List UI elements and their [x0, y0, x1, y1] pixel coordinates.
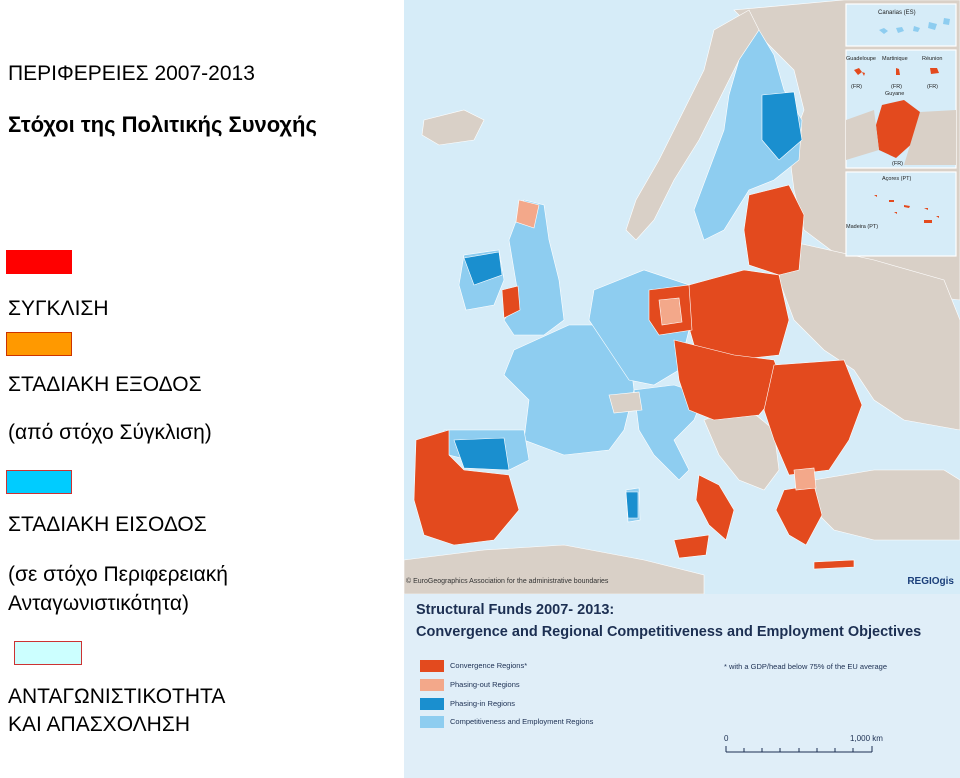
- inset-guyane-label: Guyane: [885, 91, 904, 97]
- inset-acores-box: [845, 171, 957, 257]
- legend-label-phasing-out: ΣΤΑΔΙΑΚΗ ΕΞΟΔΟΣ: [8, 373, 202, 396]
- legend-label-competitiveness-2: ΚΑΙ ΑΠΑΣΧΟΛΗΣΗ: [8, 713, 190, 736]
- region-phasing-in-ireland: [463, 251, 503, 286]
- legend-box-label-convergence: Convergence Regions*: [450, 661, 528, 670]
- legend-box-label-phasing-out: Phasing-out Regions: [450, 680, 520, 689]
- region-baltics: [743, 184, 805, 276]
- region-czech-slovakia-hungary: [673, 339, 785, 421]
- legend-box-swatch-convergence: [420, 660, 444, 672]
- inset-fr-label-3: (FR): [927, 84, 938, 90]
- region-switzerland: [608, 391, 643, 414]
- legend-label-phasing-out-note: (από στόχο Σύγκλιση): [8, 421, 212, 444]
- legend-swatch-phasing-out: [6, 332, 72, 356]
- region-phasing-out-germany: [658, 297, 683, 326]
- region-crete: [813, 559, 855, 570]
- inset-madeira-islands: [924, 216, 939, 223]
- legend-box-label-phasing-in: Phasing-in Regions: [450, 699, 516, 708]
- map-copyright: © EuroGeographics Association for the ad…: [406, 578, 609, 585]
- region-romania-bulgaria: [763, 359, 863, 476]
- legend-label-convergence: ΣΥΓΚΛΙΣΗ: [8, 297, 109, 320]
- legend-label-phasing-in: ΣΤΑΔΙΑΚΗ ΕΙΣΟΔΟΣ: [8, 513, 207, 536]
- region-portugal-spain-west: [413, 429, 520, 546]
- inset-reunion-shape: [930, 68, 939, 74]
- map-panel: Canarias (ES) Guadeloupe Martinique Réun…: [404, 0, 960, 594]
- region-phasing-in-sardinia: [625, 491, 639, 519]
- regiogis-logo: REGIOgis: [907, 576, 954, 587]
- legend-swatch-competitiveness: [14, 641, 82, 665]
- region-wales: [501, 285, 521, 319]
- legend-swatch-convergence: [6, 250, 72, 274]
- inset-guyane-neighbour: [846, 110, 956, 165]
- legend-label-phasing-in-note-2: Ανταγωνιστικότητα): [8, 592, 189, 615]
- legend-box-label-competitiveness: Competitiveness and Employment Regions: [450, 717, 594, 726]
- region-phasing-in-spain: [453, 437, 510, 471]
- legend-label-phasing-in-note-1: (σε στόχο Περιφερειακή: [8, 563, 228, 586]
- land-ukraine-belarus: [778, 239, 960, 431]
- scale-bar: [725, 746, 873, 753]
- inset-guadeloupe-shape: [854, 68, 865, 76]
- europe-map: Canarias (ES) Guadeloupe Martinique Réun…: [404, 0, 960, 594]
- legend-swatch-phasing-in: [6, 470, 72, 494]
- inset-guadeloupe-label: Guadeloupe: [846, 56, 876, 62]
- land-africa: [404, 544, 705, 594]
- region-phasing-in-finland: [761, 91, 803, 161]
- region-phasing-out-greece: [793, 467, 817, 491]
- inset-fr-label-1: (FR): [851, 84, 862, 90]
- region-greece: [775, 484, 823, 546]
- inset-canarias-label: Canarias (ES): [878, 10, 916, 16]
- page-subtitle: Στόχοι της Πολιτικής Συνοχής: [8, 112, 317, 137]
- region-sweden-finland: [693, 29, 803, 241]
- map-legend-panel: Structural Funds 2007- 2013: Convergence…: [404, 594, 960, 778]
- region-sicily: [673, 534, 710, 559]
- land-iceland: [421, 109, 485, 146]
- page-title: ΠΕΡΙΦΕΡΕΙΕΣ 2007-2013: [8, 62, 255, 85]
- inset-reunion-label: Réunion: [922, 56, 943, 62]
- legend-title: Structural Funds 2007- 2013:: [416, 602, 615, 618]
- inset-canarias-box: [845, 3, 957, 47]
- inset-madeira-label: Madeira (PT): [846, 224, 878, 230]
- scale-bar-zero: 0: [724, 734, 729, 743]
- inset-fr-label-2: (FR): [891, 84, 902, 90]
- region-phasing-out-scotland: [515, 199, 540, 229]
- inset-martinique-shape: [896, 68, 900, 75]
- legend-box-swatch-competitiveness: [420, 716, 444, 728]
- legend-label-competitiveness-1: ΑΝΤΑΓΩΝΙΣΤΙΚΟΤΗΤΑ: [8, 685, 226, 708]
- land-turkey: [808, 469, 960, 541]
- inset-martinique-label: Martinique: [882, 56, 908, 62]
- scale-bar-max: 1,000 km: [850, 734, 883, 743]
- legend-subtitle: Convergence and Regional Competitiveness…: [416, 624, 922, 640]
- inset-acores-label: Açores (PT): [882, 176, 912, 182]
- inset-canarias-islands: [879, 18, 950, 34]
- legend-footnote: * with a GDP/head below 75% of the EU av…: [724, 662, 888, 671]
- region-southern-italy: [695, 474, 735, 541]
- inset-guyane-shape: [876, 100, 920, 158]
- legend-box-swatch-phasing-in: [420, 698, 444, 710]
- inset-fr-label-4: (FR): [892, 161, 903, 167]
- legend-box-swatch-phasing-out: [420, 679, 444, 691]
